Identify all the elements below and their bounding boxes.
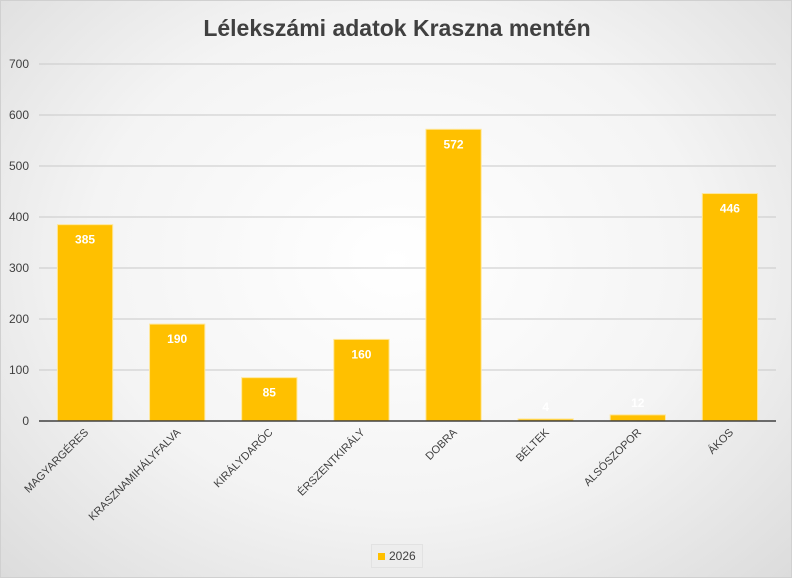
y-tick-label: 0	[22, 414, 29, 428]
bar	[149, 323, 206, 422]
y-tick-label: 100	[9, 363, 29, 377]
x-tick-label: ALSÓSZOPOR	[581, 426, 644, 489]
y-tick-label: 700	[9, 57, 29, 71]
bar	[701, 193, 759, 422]
bar	[241, 377, 298, 422]
y-tick-label: 200	[9, 312, 29, 326]
bar	[609, 414, 666, 422]
bar	[425, 128, 482, 422]
data-label: 385	[75, 233, 95, 247]
data-label: 572	[444, 137, 464, 151]
x-tick-label: KIRÁLYDARÓC	[211, 426, 275, 490]
x-tick-label: MAGYARGÉRES	[22, 426, 92, 496]
data-label: 446	[720, 202, 740, 216]
data-label: 85	[263, 386, 277, 400]
data-label: 4	[542, 400, 549, 414]
x-tick-label: ÉRSZENTKIRÁLY	[295, 425, 368, 498]
chart-title: Lélekszámi adatok Kraszna mentén	[203, 15, 591, 41]
legend-swatch	[378, 552, 385, 560]
legend-label: 2026	[389, 549, 416, 563]
data-label: 12	[631, 396, 645, 410]
data-label: 190	[167, 332, 187, 346]
bar	[56, 224, 114, 422]
x-tick-label: BÉLTEK	[513, 425, 552, 464]
x-tick-label: DOBRA	[424, 426, 461, 463]
x-tick-label: KRASZNAMIHÁLYFALVA	[86, 425, 184, 523]
y-tick-label: 500	[9, 159, 29, 173]
x-tick-label: ÁKOS	[705, 426, 736, 457]
data-label: 160	[351, 347, 371, 361]
y-tick-label: 400	[9, 210, 29, 224]
legend: 2026	[371, 544, 423, 568]
y-tick-label: 300	[9, 261, 29, 275]
y-tick-label: 600	[9, 108, 29, 122]
